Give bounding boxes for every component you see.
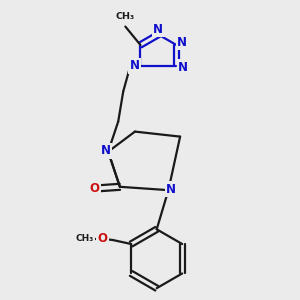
- Text: O: O: [98, 232, 108, 245]
- Text: O: O: [89, 182, 99, 195]
- Text: N: N: [153, 23, 164, 36]
- Text: CH₃: CH₃: [116, 12, 135, 21]
- Text: N: N: [100, 144, 110, 157]
- Text: N: N: [178, 61, 188, 74]
- Text: N: N: [129, 59, 140, 72]
- Text: N: N: [166, 183, 176, 196]
- Text: N: N: [177, 36, 188, 49]
- Text: CH₃: CH₃: [75, 234, 94, 243]
